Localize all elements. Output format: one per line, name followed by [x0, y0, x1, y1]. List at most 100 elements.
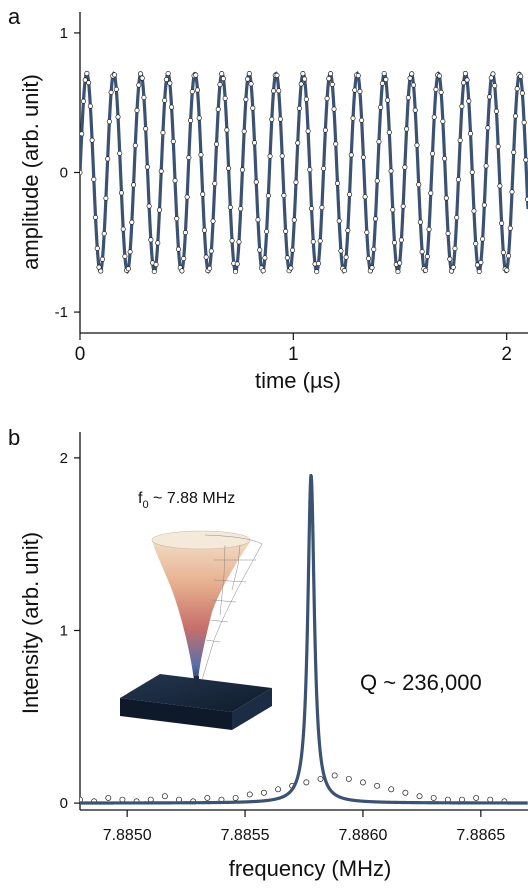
data-point	[251, 140, 258, 146]
data-point	[91, 176, 97, 182]
data-point	[438, 89, 444, 95]
data-point	[298, 81, 304, 87]
data-point	[500, 249, 506, 255]
data-point	[507, 225, 513, 231]
data-point	[283, 228, 289, 234]
data-point	[98, 268, 104, 274]
data-point	[238, 206, 244, 212]
data-point	[182, 230, 188, 236]
data-point	[404, 126, 410, 132]
data-point	[452, 245, 458, 252]
fit-line	[80, 70, 528, 275]
fit-line	[80, 473, 528, 805]
data-point	[117, 150, 123, 156]
data-point	[364, 229, 370, 235]
data-point	[224, 127, 230, 133]
data-point	[374, 782, 381, 789]
data-point	[174, 216, 180, 222]
data-point	[412, 107, 418, 113]
data-point	[428, 190, 434, 196]
y-tick-label: 1	[60, 622, 68, 639]
data-point	[395, 269, 401, 275]
data-point	[122, 253, 128, 259]
data-point	[314, 269, 320, 275]
data-point	[457, 137, 463, 143]
data-point	[161, 793, 168, 800]
data-point	[260, 268, 266, 274]
data-point	[141, 94, 147, 101]
data-point	[163, 76, 169, 83]
data-point	[461, 80, 467, 86]
data-point	[260, 789, 267, 796]
data-point	[424, 253, 430, 260]
data-point	[127, 249, 133, 255]
data-point	[267, 153, 273, 159]
data-point	[94, 245, 100, 251]
data-point	[193, 72, 199, 78]
substrate-top	[120, 674, 272, 712]
data-point	[103, 195, 109, 201]
data-point	[86, 80, 92, 86]
data-point	[474, 262, 480, 268]
data-point	[471, 208, 477, 214]
data-point	[433, 86, 439, 92]
data-point	[156, 207, 163, 213]
panel-b-y-axis-label: Intensity (arb. unit)	[18, 532, 43, 714]
data-point	[276, 88, 282, 94]
y-tick-label: -1	[55, 304, 68, 321]
data-point	[416, 182, 422, 188]
data-point	[198, 152, 204, 158]
data-point	[407, 75, 413, 81]
data-point	[134, 107, 140, 113]
data-point	[450, 264, 456, 270]
data-point	[445, 230, 451, 236]
data-point	[143, 126, 149, 132]
data-point	[269, 116, 275, 122]
panel-a-x-axis-label: time (µs)	[255, 368, 341, 393]
data-point	[208, 248, 214, 254]
data-point	[239, 167, 245, 173]
data-point	[381, 70, 387, 77]
data-point	[162, 97, 168, 103]
substrate-front	[120, 698, 232, 730]
data-point	[302, 76, 308, 82]
data-point	[132, 142, 138, 149]
data-point	[348, 152, 354, 158]
data-point	[505, 253, 512, 259]
data-point	[509, 189, 515, 195]
data-point	[409, 71, 415, 77]
data-point	[329, 81, 335, 87]
data-point	[167, 80, 173, 86]
data-point	[426, 226, 432, 232]
data-point	[226, 165, 232, 171]
x-tick-label: 0	[75, 344, 86, 365]
x-tick-label: 7.8855	[221, 827, 270, 844]
data-point	[523, 157, 528, 163]
data-point	[369, 265, 375, 271]
data-point	[169, 104, 175, 110]
data-point	[274, 72, 280, 78]
data-point	[289, 247, 296, 253]
data-point	[305, 128, 311, 134]
data-point	[378, 104, 384, 110]
data-point	[80, 169, 83, 176]
data-point	[398, 237, 404, 243]
data-point	[80, 98, 87, 104]
data-point	[481, 202, 487, 208]
data-point	[315, 260, 322, 267]
data-point	[153, 261, 159, 268]
data-point	[241, 128, 247, 134]
cone-stem	[194, 676, 199, 690]
data-point	[310, 239, 316, 245]
data-point	[307, 167, 313, 173]
data-point	[281, 192, 287, 199]
data-point	[115, 114, 121, 120]
data-point	[334, 180, 341, 186]
data-point	[499, 220, 505, 226]
data-point	[383, 76, 389, 83]
data-point	[455, 177, 461, 183]
data-point	[319, 204, 325, 211]
data-point	[277, 116, 284, 122]
data-point	[136, 82, 142, 88]
data-point	[246, 791, 253, 798]
